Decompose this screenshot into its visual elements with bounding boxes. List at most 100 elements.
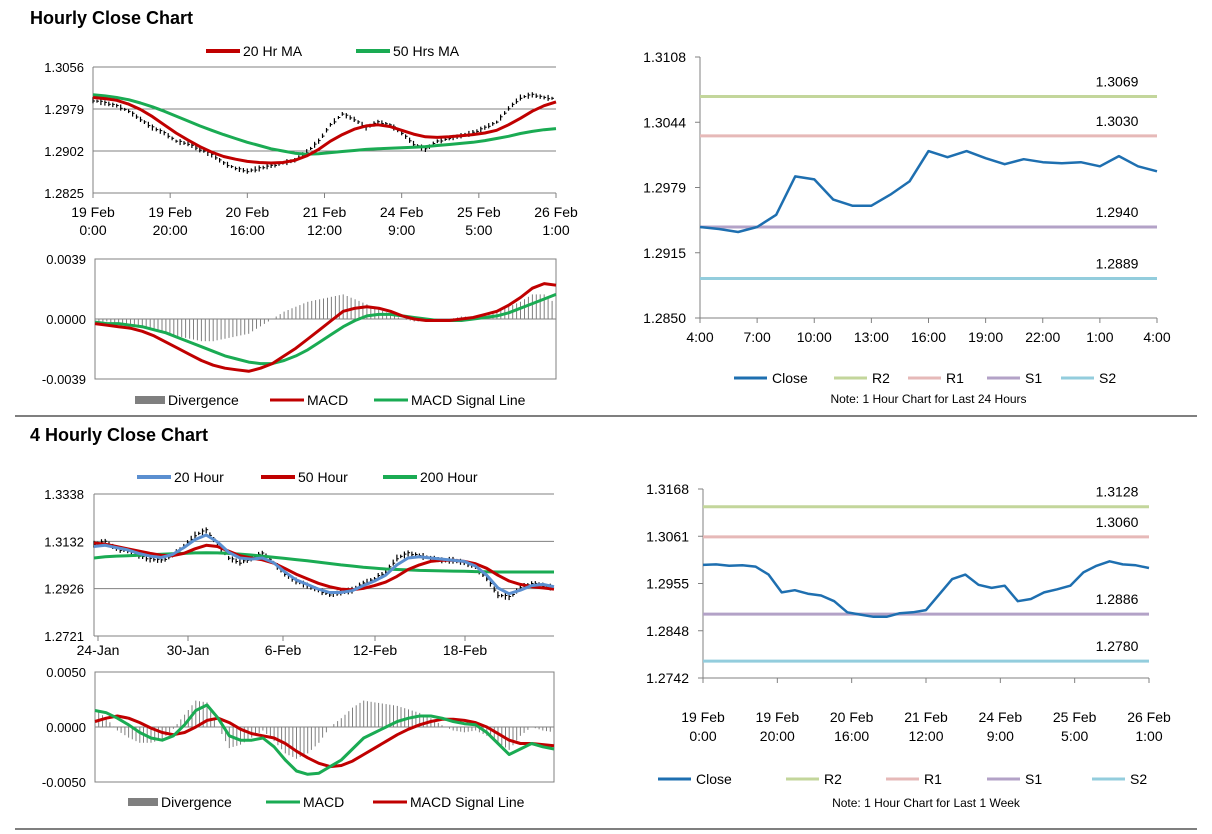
hourly-levels-x-tick-label: 16:00 — [911, 329, 946, 345]
hourly-levels-level-s1-label: 1.2940 — [1096, 204, 1139, 220]
hourly-levels-x-tick-label: 4:00 — [686, 329, 713, 345]
hourly-x-tick-date: 21 Feb — [303, 204, 347, 220]
four-hourly-levels-legend-label-r1: R1 — [924, 771, 942, 787]
four-hourly-macd-signal-line — [94, 714, 555, 769]
hourly-levels-x-tick-label: 1:00 — [1086, 329, 1113, 345]
four-hourly-x-tick-label: 18-Feb — [443, 642, 488, 658]
legend-label-macd: MACD — [307, 392, 348, 408]
four-hourly-macd-panel: 0.0050 0.0000 -0.0050 Divergence MACD MACD Si… — [42, 665, 555, 810]
four-hourly-macd-y-tick: 0.0050 — [46, 665, 86, 680]
hourly-levels-legend-label-r1: R1 — [946, 370, 964, 386]
hourly-macd-panel: 0.0039 0.0000 -0.0039 Divergence MACD MACD Si… — [42, 252, 557, 408]
hourly-levels-legend-label-r2: R2 — [872, 370, 890, 386]
four-hourly-levels-x-tick-time: 16:00 — [834, 728, 869, 744]
section-title-hourly: Hourly Close Chart — [30, 8, 193, 28]
legend-swatch-4h-divergence — [128, 798, 158, 806]
hourly-price-panel: 1.3056 1.2979 1.2902 1.2825 19 Feb 0:00 19 Feb… — [44, 43, 578, 238]
hourly-x-tick-date: 20 Feb — [226, 204, 270, 220]
hourly-ma20-line — [92, 96, 557, 165]
hourly-ma50-line — [92, 93, 557, 156]
hourly-x-tick-time: 0:00 — [79, 222, 106, 238]
four-hourly-macd-line — [94, 703, 555, 776]
four-hourly-x-tick-label: 30-Jan — [167, 642, 210, 658]
hourly-x-tick-date: 24 Feb — [380, 204, 424, 220]
four-hourly-levels-x-tick-date: 19 Feb — [681, 709, 725, 725]
four-hourly-y-tick: 1.2926 — [44, 582, 84, 597]
legend-swatch-divergence — [135, 396, 165, 404]
hourly-y-tick: 1.2825 — [44, 186, 84, 201]
four-hourly-x-tick-label: 6-Feb — [265, 642, 302, 658]
hourly-levels-legend-label-s2: S2 — [1099, 370, 1116, 386]
legend-label-4h-divergence: Divergence — [161, 794, 232, 810]
four-hourly-levels-level-r2-label: 1.3128 — [1096, 484, 1139, 500]
four-hourly-levels-level-r1-label: 1.3060 — [1096, 514, 1139, 530]
four-hourly-levels-x-tick-date: 19 Feb — [756, 709, 800, 725]
legend-label-20hr-ma: 20 Hr MA — [243, 43, 303, 59]
legend-label-50-hour: 50 Hour — [298, 469, 348, 485]
four-hourly-levels-y-tick-label: 1.2848 — [646, 623, 689, 639]
four-hourly-macd-y-tick: 0.0000 — [46, 720, 86, 735]
legend-label-20-hour: 20 Hour — [174, 469, 224, 485]
hourly-levels-x-tick-label: 13:00 — [854, 329, 889, 345]
four-hourly-levels-x-tick-time: 9:00 — [987, 728, 1014, 744]
four-hourly-levels-level-s1-label: 1.2886 — [1096, 591, 1139, 607]
legend-label-200-hour: 200 Hour — [420, 469, 478, 485]
hourly-x-tick-time: 5:00 — [465, 222, 492, 238]
four-hourly-levels-x-tick-time: 20:00 — [760, 728, 795, 744]
hourly-macd-line — [94, 282, 557, 373]
hourly-levels-level-s2-label: 1.2889 — [1096, 256, 1139, 272]
legend-label-4h-macd-signal: MACD Signal Line — [410, 794, 525, 810]
legend-label-4h-macd: MACD — [303, 794, 344, 810]
four-hourly-y-tick: 1.2721 — [44, 629, 84, 644]
four-hourly-levels-close-line — [702, 560, 1150, 619]
four-hourly-ma20-line — [93, 533, 555, 596]
hourly-levels-x-tick-label: 10:00 — [797, 329, 832, 345]
hourly-levels-y-tick-label: 1.2915 — [643, 245, 686, 261]
four-hourly-levels-y-tick-label: 1.3061 — [646, 528, 689, 544]
legend-label-50hrs-ma: 50 Hrs MA — [393, 43, 460, 59]
four-hourly-levels-legend-label-close: Close — [696, 771, 732, 787]
hourly-x-tick-time: 1:00 — [542, 222, 569, 238]
four-hourly-levels-legend-label-s2: S2 — [1130, 771, 1147, 787]
hourly-x-tick-date: 26 Feb — [534, 204, 578, 220]
hourly-levels-legend-label-close: Close — [772, 370, 808, 386]
four-hourly-levels-x-tick-time: 12:00 — [908, 728, 943, 744]
legend-label-divergence: Divergence — [168, 392, 239, 408]
hourly-levels-x-tick-label: 4:00 — [1143, 329, 1170, 345]
hourly-levels-y-tick-label: 1.3044 — [643, 114, 686, 130]
four-hourly-levels-x-tick-date: 21 Feb — [904, 709, 948, 725]
four-hourly-levels-x-tick-time: 0:00 — [689, 728, 716, 744]
hourly-x-tick-time: 20:00 — [153, 222, 188, 238]
four-hourly-levels-x-tick-date: 24 Feb — [979, 709, 1023, 725]
four-hourly-x-tick-label: 12-Feb — [353, 642, 398, 658]
hourly-x-tick-date: 25 Feb — [457, 204, 501, 220]
hourly-x-tick-time: 16:00 — [230, 222, 265, 238]
four-hourly-levels-level-s2-label: 1.2780 — [1096, 638, 1139, 654]
hourly-levels-y-tick-label: 1.2850 — [643, 310, 686, 326]
hourly-y-tick: 1.2902 — [44, 144, 84, 159]
hourly-levels-legend-label-s1: S1 — [1025, 370, 1042, 386]
hourly-levels-close-line — [699, 149, 1158, 234]
hourly-levels-x-tick-label: 22:00 — [1025, 329, 1060, 345]
four-hourly-levels-x-tick-date: 26 Feb — [1127, 709, 1171, 725]
hourly-levels-level-r1-label: 1.3030 — [1096, 113, 1139, 129]
hourly-x-tick-time: 12:00 — [307, 222, 342, 238]
four-hourly-levels-y-tick-label: 1.2742 — [646, 670, 689, 686]
section-title-4-hourly: 4 Hourly Close Chart — [30, 425, 208, 445]
hourly-levels-x-tick-label: 7:00 — [744, 329, 771, 345]
hourly-y-tick: 1.2979 — [44, 102, 84, 117]
four-hourly-levels-x-tick-date: 20 Feb — [830, 709, 874, 725]
four-hourly-x-tick-label: 24-Jan — [77, 642, 120, 658]
four-hourly-levels-note: Note: 1 Hour Chart for Last 1 Week — [832, 796, 1021, 810]
four-hourly-levels-x-tick-time: 5:00 — [1061, 728, 1088, 744]
hourly-macd-signal-line — [94, 293, 557, 366]
legend-label-macd-signal: MACD Signal Line — [411, 392, 526, 408]
hourly-y-tick: 1.3056 — [44, 60, 84, 75]
four-hourly-y-tick: 1.3338 — [44, 487, 84, 502]
four-hourly-ma50-line — [93, 541, 555, 592]
four-hourly-levels-x-tick-time: 1:00 — [1135, 728, 1162, 744]
hourly-levels-y-tick-label: 1.3108 — [643, 49, 686, 65]
